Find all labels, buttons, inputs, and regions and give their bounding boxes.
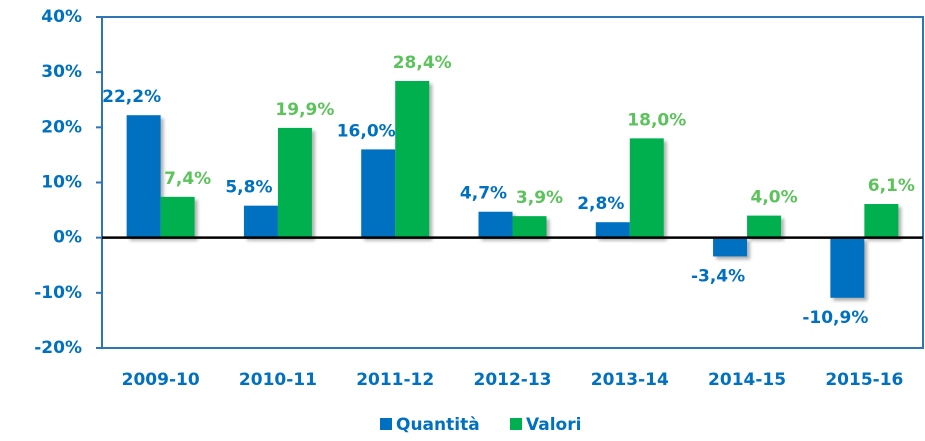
data-label: 7,4% (164, 169, 211, 189)
x-tick-label: 2011-12 (356, 370, 434, 390)
data-label: -3,4% (691, 266, 745, 286)
data-label: 28,4% (393, 53, 452, 73)
bar (629, 138, 664, 238)
bar (478, 211, 513, 238)
bar (830, 237, 865, 298)
bar (395, 80, 430, 238)
x-tick-label: 2012-13 (473, 370, 551, 390)
bar (361, 149, 396, 238)
legend-swatch (510, 418, 522, 430)
legend-label: Quantità (396, 415, 480, 435)
data-label: 19,9% (275, 100, 334, 120)
y-tick-label: 10% (41, 173, 82, 193)
x-tick-label: 2014-15 (708, 370, 786, 390)
x-tick-label: 2009-10 (122, 370, 200, 390)
x-tick-label: 2013-14 (591, 370, 669, 390)
data-label: 6,1% (868, 176, 915, 196)
data-label: 18,0% (627, 110, 686, 130)
bar (864, 204, 899, 238)
bar (713, 237, 748, 257)
y-tick-label: 30% (41, 62, 82, 82)
data-label: 3,9% (516, 188, 563, 208)
x-tick-label: 2015-16 (825, 370, 903, 390)
bar (277, 127, 312, 238)
legend-label: Valori (526, 415, 581, 435)
bar (160, 196, 195, 238)
bar (747, 215, 782, 238)
data-label: 4,7% (460, 184, 507, 204)
y-tick-label: -20% (34, 338, 82, 358)
y-tick-label: 0% (53, 228, 82, 248)
data-label: 4,0% (750, 188, 797, 208)
bar (243, 205, 278, 238)
data-label: 22,2% (102, 87, 161, 107)
data-label: -10,9% (802, 308, 868, 328)
y-tick-label: 20% (41, 117, 82, 137)
y-tick-label: 40% (41, 7, 82, 27)
bar (126, 115, 161, 238)
data-label: 16,0% (337, 121, 396, 141)
x-tick-label: 2010-11 (239, 370, 317, 390)
data-label: 5,8% (225, 178, 272, 198)
data-label: 2,8% (577, 194, 624, 214)
bar (512, 216, 547, 238)
legend-swatch (380, 418, 392, 430)
bar (595, 222, 630, 238)
y-tick-label: -10% (34, 283, 82, 303)
